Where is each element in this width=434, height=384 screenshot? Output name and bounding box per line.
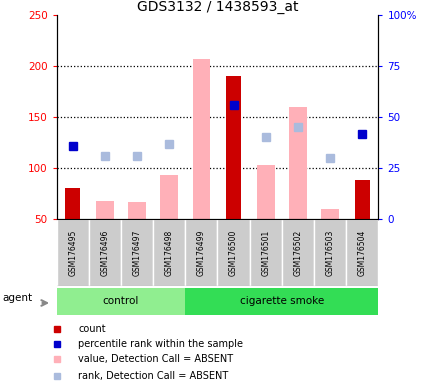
Bar bbox=[160, 175, 178, 219]
Bar bbox=[321, 209, 338, 219]
Bar bbox=[313, 219, 345, 286]
Bar bbox=[289, 107, 306, 219]
Bar bbox=[249, 219, 281, 286]
Text: GSM176500: GSM176500 bbox=[229, 229, 237, 276]
Text: GSM176503: GSM176503 bbox=[325, 229, 334, 276]
Bar bbox=[56, 219, 89, 286]
Bar bbox=[345, 219, 378, 286]
Text: control: control bbox=[102, 296, 139, 306]
Text: rank, Detection Call = ABSENT: rank, Detection Call = ABSENT bbox=[78, 371, 228, 381]
Text: percentile rank within the sample: percentile rank within the sample bbox=[78, 339, 243, 349]
Bar bbox=[354, 180, 369, 219]
Bar bbox=[65, 189, 80, 219]
Bar bbox=[281, 219, 313, 286]
Bar bbox=[96, 200, 113, 219]
Text: GSM176499: GSM176499 bbox=[197, 229, 205, 276]
Text: GSM176497: GSM176497 bbox=[132, 229, 141, 276]
Bar bbox=[121, 219, 153, 286]
Bar bbox=[217, 219, 249, 286]
Text: GSM176502: GSM176502 bbox=[293, 229, 302, 276]
Text: GSM176501: GSM176501 bbox=[261, 229, 270, 276]
Text: count: count bbox=[78, 324, 106, 334]
Text: GSM176504: GSM176504 bbox=[357, 229, 366, 276]
Text: GSM176496: GSM176496 bbox=[100, 229, 109, 276]
Text: value, Detection Call = ABSENT: value, Detection Call = ABSENT bbox=[78, 354, 233, 364]
Bar bbox=[192, 59, 210, 219]
Text: cigarette smoke: cigarette smoke bbox=[239, 296, 323, 306]
Text: GSM176495: GSM176495 bbox=[68, 229, 77, 276]
Text: GSM176498: GSM176498 bbox=[164, 229, 173, 276]
Bar bbox=[128, 202, 145, 219]
Title: GDS3132 / 1438593_at: GDS3132 / 1438593_at bbox=[136, 0, 298, 14]
Bar bbox=[185, 219, 217, 286]
Bar bbox=[256, 165, 274, 219]
Bar bbox=[185, 288, 378, 315]
Bar bbox=[89, 219, 121, 286]
Bar bbox=[226, 76, 240, 219]
Text: agent: agent bbox=[3, 293, 33, 303]
Bar bbox=[153, 219, 185, 286]
Bar bbox=[56, 288, 185, 315]
